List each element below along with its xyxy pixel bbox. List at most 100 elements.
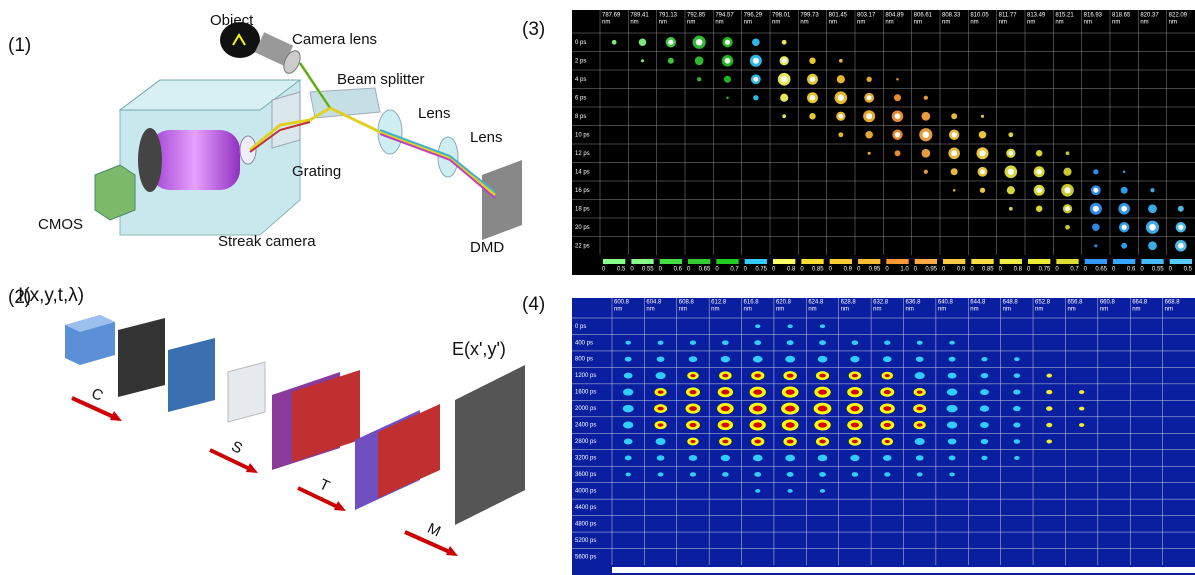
spot <box>612 40 617 45</box>
panel-label: (4) <box>522 294 545 315</box>
spot-core <box>885 374 890 377</box>
spot-core <box>786 422 795 427</box>
spot <box>809 113 815 119</box>
row-label: 2000 ps <box>575 406 596 412</box>
row-label: 1600 ps <box>575 390 596 396</box>
spot <box>1046 406 1052 411</box>
spot <box>625 341 630 345</box>
spot <box>1007 186 1015 194</box>
column-unit: nm <box>1084 20 1092 26</box>
column-unit: nm <box>1100 307 1108 313</box>
spot-core <box>851 423 859 428</box>
colorbar <box>1028 259 1050 264</box>
spot <box>981 456 987 460</box>
spot-core <box>1178 225 1183 230</box>
spot <box>624 438 633 444</box>
column-label: 808.33 <box>942 13 961 19</box>
spot <box>981 439 988 444</box>
spot <box>1046 374 1052 378</box>
spot <box>656 372 666 379</box>
spot <box>1093 169 1098 174</box>
colorbar-max: 0.5 <box>1184 267 1193 273</box>
colorbar <box>915 259 937 264</box>
spot <box>690 472 696 476</box>
spot <box>752 38 760 46</box>
spot <box>782 40 787 45</box>
column-unit: nm <box>885 20 893 26</box>
spot-core <box>722 374 728 378</box>
column-label: 798.01 <box>772 13 791 19</box>
column-unit: nm <box>841 307 849 313</box>
column-unit: nm <box>999 20 1007 26</box>
spot <box>924 170 928 174</box>
colorbar-max: 0.8 <box>787 267 796 273</box>
column-unit: nm <box>1132 307 1140 313</box>
spot-core <box>721 423 729 428</box>
figure: (1) (2) (3) (4) Object Camera lens Beam … <box>0 0 1195 575</box>
spot-core <box>923 131 930 138</box>
spot-core <box>1121 206 1127 212</box>
spot-core <box>867 95 872 100</box>
spot-core <box>1178 243 1184 249</box>
spot <box>657 356 665 361</box>
label: E(x',y') <box>452 339 506 359</box>
column-unit: nm <box>659 20 667 26</box>
column-label: 644.8 <box>970 300 986 306</box>
spot-core <box>725 40 730 45</box>
spot-core <box>818 422 827 427</box>
spot-core <box>818 406 828 412</box>
column-label: 632.8 <box>873 300 889 306</box>
spot-core <box>781 76 787 82</box>
column-unit: nm <box>857 20 865 26</box>
spot <box>819 340 826 345</box>
spot <box>755 489 760 493</box>
row-label: 14 ps <box>575 169 590 175</box>
spot <box>951 168 958 175</box>
column-label: 612.8 <box>711 300 727 306</box>
spot <box>921 112 930 121</box>
colorbar <box>688 259 710 264</box>
spot <box>754 472 761 477</box>
spot-core <box>1093 188 1098 193</box>
spot <box>980 389 989 395</box>
row-label: 2 ps <box>575 58 586 64</box>
colorbar-max: 0.85 <box>982 267 994 273</box>
spot-core <box>839 114 844 119</box>
spot-core <box>725 58 731 64</box>
column-label: 656.8 <box>1067 300 1083 306</box>
spot <box>895 150 901 156</box>
spot <box>623 405 634 412</box>
spot <box>754 340 761 345</box>
spot <box>1014 373 1020 378</box>
spot-core <box>884 390 891 394</box>
column-label: 789.41 <box>630 13 649 19</box>
column-unit: nm <box>687 20 695 26</box>
colorbar-max: 0.95 <box>925 267 937 273</box>
column-label: 796.29 <box>744 13 763 19</box>
column-unit: nm <box>808 307 816 313</box>
spot <box>1148 204 1157 213</box>
colorbar-max: 0.7 <box>1070 267 1079 273</box>
row-label: 2800 ps <box>575 439 596 445</box>
spot-core <box>818 389 827 394</box>
colorbar-max: 0.75 <box>755 267 767 273</box>
spot <box>852 472 859 477</box>
column-label: 804.89 <box>885 13 904 19</box>
column-label: 628.8 <box>841 300 857 306</box>
column-unit: nm <box>630 20 638 26</box>
row-label: 800 ps <box>575 357 593 363</box>
spot-core <box>657 407 663 411</box>
column-unit: nm <box>800 20 808 26</box>
spot-core <box>885 440 890 443</box>
spot <box>947 405 958 412</box>
spot-core <box>851 390 859 395</box>
colorbar-max: 0.85 <box>812 267 824 273</box>
column-label: 794.57 <box>715 13 734 19</box>
spot-core <box>852 440 858 444</box>
colorbar-max: 1.0 <box>900 267 909 273</box>
column-unit: nm <box>711 307 719 313</box>
colorbar <box>1056 259 1078 264</box>
spot <box>1013 390 1020 395</box>
label: Lens <box>418 105 451 122</box>
spot <box>1066 151 1070 155</box>
